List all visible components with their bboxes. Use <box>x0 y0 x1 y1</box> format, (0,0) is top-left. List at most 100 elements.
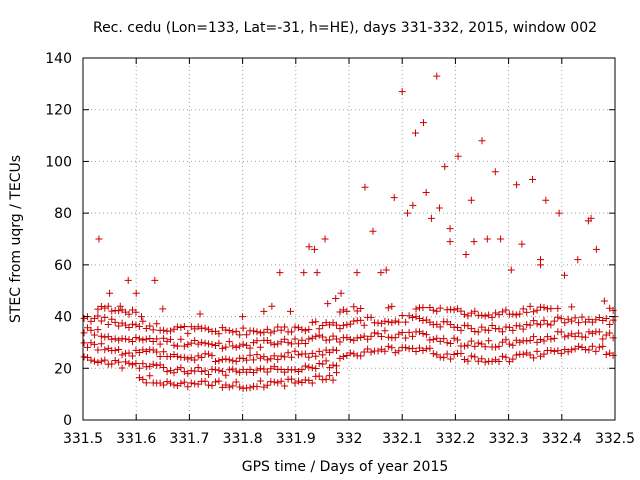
data-point <box>139 336 147 344</box>
data-point <box>301 327 309 335</box>
data-point <box>180 342 188 350</box>
data-point <box>561 333 569 341</box>
data-point <box>402 318 410 326</box>
data-point <box>398 312 406 320</box>
data-point <box>454 152 462 160</box>
data-point <box>115 322 123 330</box>
data-point <box>246 351 254 359</box>
data-point <box>526 302 534 310</box>
data-point <box>405 312 413 320</box>
data-point <box>464 341 472 349</box>
data-point <box>332 369 340 377</box>
data-point <box>509 341 517 349</box>
data-point <box>243 356 251 364</box>
data-point <box>149 360 157 368</box>
data-point <box>557 328 565 336</box>
data-point <box>395 347 403 355</box>
data-point <box>470 238 478 246</box>
data-point <box>313 269 321 277</box>
data-point <box>507 266 515 274</box>
data-point <box>246 366 254 374</box>
data-point <box>441 163 449 171</box>
data-point <box>547 321 555 329</box>
data-point <box>537 321 545 329</box>
data-point <box>118 351 126 359</box>
data-point <box>232 343 240 351</box>
data-point <box>250 356 258 364</box>
data-point <box>478 137 486 145</box>
data-point <box>122 335 130 343</box>
data-point <box>194 352 202 360</box>
y-tick-label: 140 <box>45 51 72 67</box>
data-point <box>471 342 479 350</box>
data-point <box>402 334 410 342</box>
data-point <box>485 326 493 334</box>
data-point <box>205 381 213 389</box>
data-point <box>132 360 140 368</box>
data-point <box>173 323 181 331</box>
data-point <box>194 340 202 348</box>
data-point <box>270 352 278 360</box>
data-point <box>585 346 593 354</box>
data-point <box>557 315 565 323</box>
data-point <box>523 308 531 316</box>
data-point <box>315 325 323 333</box>
data-point <box>268 302 276 310</box>
data-point <box>208 382 216 390</box>
chart-title: Rec. cedu (Lon=133, Lat=-31, h=HE), days… <box>93 20 597 36</box>
data-point <box>160 364 168 372</box>
data-point <box>526 321 534 329</box>
data-point <box>139 317 147 325</box>
data-point <box>170 369 178 377</box>
data-point <box>263 381 271 389</box>
data-point <box>294 324 302 332</box>
data-point <box>419 347 427 355</box>
data-point <box>377 345 385 353</box>
data-point <box>260 307 268 315</box>
data-point <box>419 304 427 312</box>
data-point <box>502 353 510 361</box>
data-point <box>101 346 109 354</box>
data-point <box>239 313 247 321</box>
data-point <box>509 355 517 363</box>
data-point <box>310 245 318 253</box>
data-point <box>474 328 482 336</box>
data-point <box>115 346 123 354</box>
y-tick-label: 120 <box>45 103 72 119</box>
x-tick-label: 332.3 <box>489 431 529 447</box>
data-point <box>519 305 527 313</box>
data-point <box>436 323 444 331</box>
data-point <box>87 326 95 334</box>
data-point <box>308 364 316 372</box>
data-point <box>592 347 600 355</box>
data-point <box>294 340 302 348</box>
data-point <box>498 352 506 360</box>
data-point <box>298 325 306 333</box>
data-point <box>571 314 579 322</box>
data-point <box>191 356 199 364</box>
data-point <box>398 329 406 337</box>
data-point <box>160 326 168 334</box>
data-point <box>450 350 458 358</box>
data-point <box>97 332 105 340</box>
data-point <box>568 317 576 325</box>
data-point <box>547 346 555 354</box>
data-point <box>332 294 340 302</box>
data-point <box>412 305 420 313</box>
data-point <box>208 340 216 348</box>
data-point <box>364 345 372 353</box>
axis-ticks <box>82 57 616 421</box>
data-point <box>367 348 375 356</box>
data-point <box>446 238 454 246</box>
data-point <box>409 344 417 352</box>
data-point <box>319 322 327 330</box>
data-point <box>495 325 503 333</box>
data-point <box>315 347 323 355</box>
data-point <box>384 342 392 350</box>
data-point <box>222 343 230 351</box>
data-point <box>118 364 126 372</box>
data-point <box>153 320 161 328</box>
data-point <box>260 328 268 336</box>
data-point <box>101 313 109 321</box>
data-point <box>419 330 427 338</box>
